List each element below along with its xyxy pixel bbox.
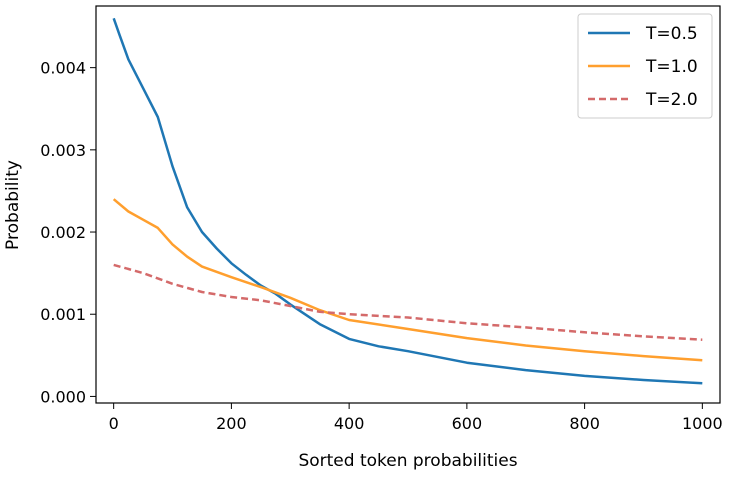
x-axis-ticks: 0 200 400 600 800 1000	[109, 403, 723, 433]
legend: T=0.5 T=1.0 T=2.0	[577, 13, 713, 119]
x-tick-label: 800	[569, 414, 600, 433]
y-axis-ticks: 0.000 0.001 0.002 0.003 0.004	[40, 59, 96, 406]
x-tick-label: 0	[109, 414, 119, 433]
y-tick-label: 0.001	[40, 305, 86, 324]
y-tick-label: 0.003	[40, 141, 86, 160]
x-tick-label: 200	[216, 414, 247, 433]
legend-label-t05: T=0.5	[645, 24, 698, 44]
y-tick-label: 0.000	[40, 387, 86, 406]
x-tick-label: 400	[334, 414, 365, 433]
y-tick-label: 0.004	[40, 59, 86, 78]
x-tick-label: 600	[452, 414, 483, 433]
series-lines	[112, 17, 703, 385]
x-tick-label: 1000	[682, 414, 723, 433]
legend-box	[577, 13, 713, 119]
series-line-0	[112, 17, 703, 385]
legend-label-t10: T=1.0	[645, 57, 698, 77]
series-line-2	[113, 263, 703, 341]
legend-label-t20: T=2.0	[645, 90, 698, 110]
x-axis-label: Sorted token probabilities	[298, 451, 517, 471]
y-tick-label: 0.002	[40, 223, 86, 242]
series-line-1	[112, 198, 703, 362]
y-axis-label: Probability	[3, 160, 23, 250]
